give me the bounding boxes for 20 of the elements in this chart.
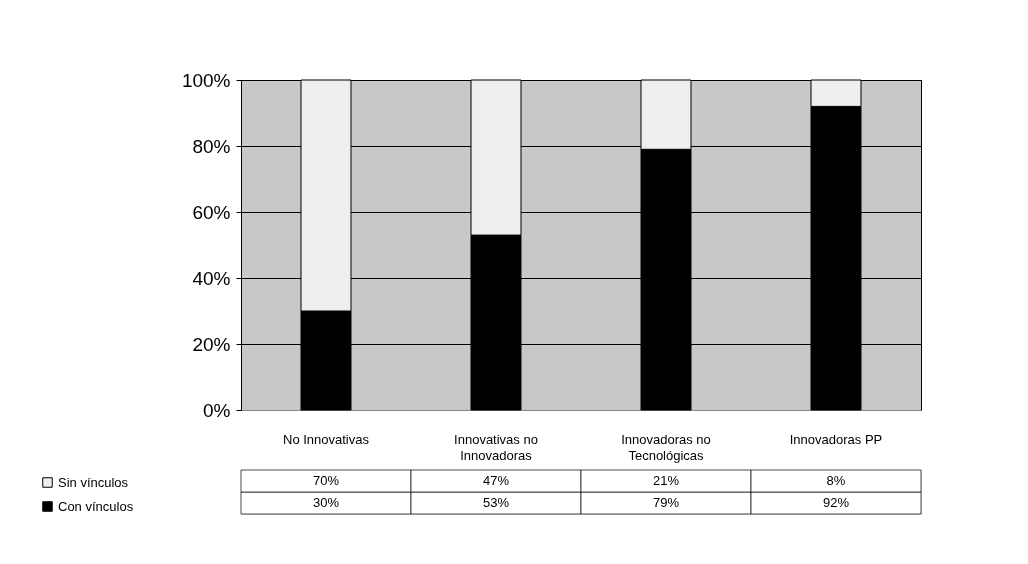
data-label: 79%: [652, 495, 680, 510]
data-label: 70%: [312, 473, 340, 488]
y-tick-label: 80%: [192, 135, 231, 157]
data-label: 47%: [482, 473, 510, 488]
x-tick-label: Innovadoras PP: [789, 431, 883, 447]
data-label: 30%: [312, 495, 340, 510]
legend-label: Sin vínculos: [58, 474, 129, 490]
y-tick-label: 60%: [192, 201, 231, 223]
y-tick-label: 100%: [181, 69, 231, 91]
data-label: 92%: [822, 495, 850, 510]
x-tick-label: Innovadoras no Tecnológicas: [621, 431, 711, 463]
data-label: 53%: [482, 495, 510, 510]
data-label: 8%: [826, 473, 846, 488]
x-tick-label: Innovativas no Innovadoras: [454, 431, 538, 463]
x-tick-label: No Innovativas: [283, 431, 370, 447]
y-tick-label: 20%: [192, 333, 231, 355]
legend-label: Con vínculos: [58, 498, 134, 514]
y-tick-label: 40%: [192, 267, 231, 289]
data-label: 21%: [652, 473, 680, 488]
y-tick-label: 0%: [203, 399, 231, 421]
